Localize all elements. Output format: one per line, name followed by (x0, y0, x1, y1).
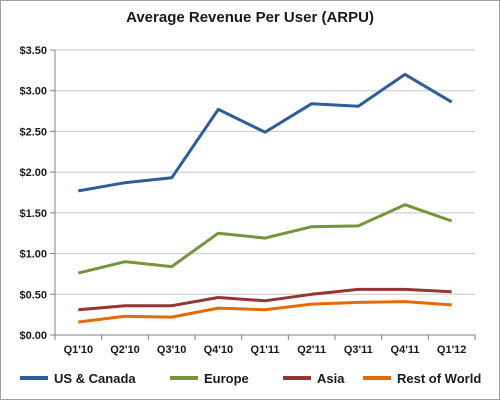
series-line-rest-of-world (78, 300, 452, 324)
x-tick-label: Q4'10 (204, 344, 234, 356)
legend-item-asia: Asia (283, 368, 344, 388)
series-line-us-canada (78, 72, 453, 193)
series-lines (77, 72, 453, 324)
legend-label: US & Canada (54, 370, 136, 386)
x-tick-label: Q1'11 (251, 344, 280, 356)
gridlines (55, 49, 475, 295)
y-tick-label: $2.00 (19, 167, 47, 179)
series-line-asia (78, 287, 452, 312)
legend-label: Europe (204, 370, 249, 386)
y-tick-label: $3.00 (19, 86, 47, 98)
legend-item-rest-of-world: Rest of World (363, 368, 481, 388)
x-tick-label: Q2'11 (297, 344, 326, 356)
y-tick-label: $1.00 (19, 249, 47, 261)
x-tick-label: Q2'10 (110, 344, 140, 356)
x-tick-label: Q3'10 (157, 344, 187, 356)
series-line-europe (77, 203, 453, 275)
legend-label: Rest of World (397, 370, 482, 386)
legend-label: Asia (317, 370, 345, 386)
x-tick-label: Q1'10 (64, 344, 94, 356)
legend-swatch (283, 376, 311, 380)
y-tick-label: $0.00 (19, 330, 47, 342)
legend: US & Canada Europe Asia Rest of World (0, 368, 500, 388)
chart-title: Average Revenue Per User (ARPU) (126, 9, 374, 26)
y-tick-label: $1.50 (19, 208, 47, 220)
legend-swatch (170, 376, 198, 380)
x-tick-label: Q1'12 (437, 344, 467, 356)
x-tick-label: Q3'11 (344, 344, 373, 356)
legend-swatch (363, 376, 391, 380)
axes: $0.00 $0.50 $1.00 $1.50 $2.00 $2.50 $3.00 $3.50… (19, 45, 476, 356)
x-tick-label: Q4'11 (391, 344, 420, 356)
y-tick-label: $2.50 (19, 126, 47, 138)
y-tick-label: $0.50 (19, 289, 47, 301)
y-tick-label: $3.50 (19, 45, 47, 57)
legend-item-us-canada: US & Canada (20, 368, 136, 388)
legend-item-europe: Europe (170, 368, 249, 388)
legend-swatch (20, 376, 48, 380)
